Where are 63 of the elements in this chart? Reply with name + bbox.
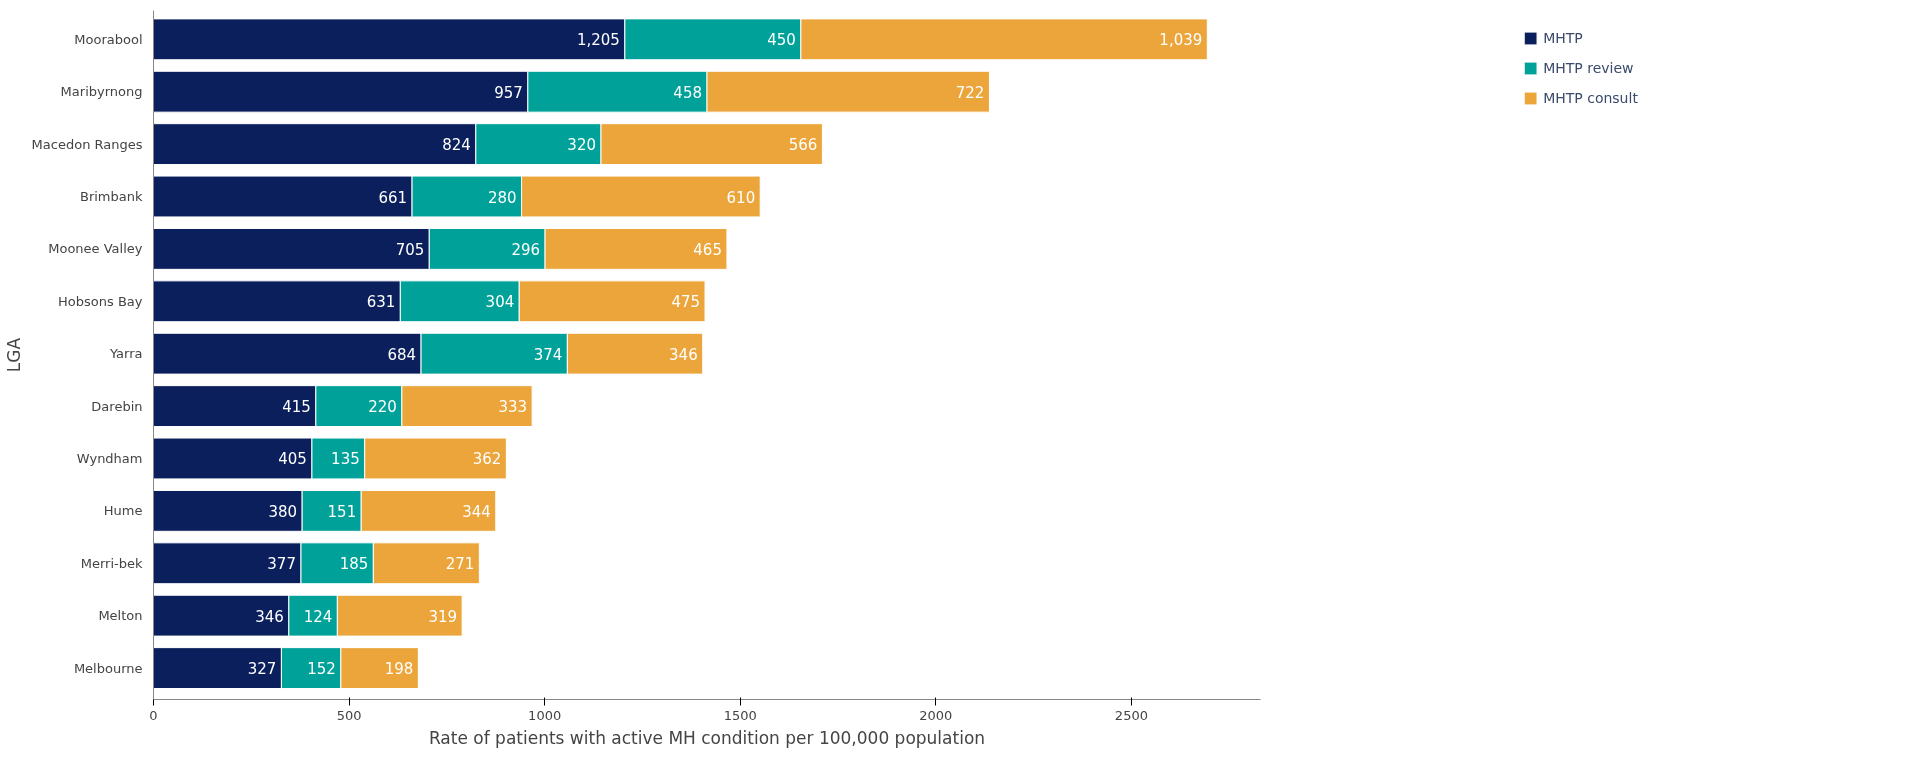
y-tick-label: Moonee Valley — [48, 241, 143, 257]
data-label: 380 — [268, 502, 298, 521]
data-label: 661 — [378, 188, 408, 207]
y-tick-label: Brimbank — [79, 189, 143, 204]
data-label: 220 — [368, 398, 397, 417]
data-label: 185 — [339, 555, 369, 574]
data-label: 684 — [387, 345, 417, 364]
data-label: 377 — [267, 555, 296, 574]
x-tick-label: 0 — [149, 707, 158, 723]
data-label: 152 — [307, 660, 336, 679]
data-label: 327 — [247, 660, 277, 679]
data-label: 415 — [282, 398, 311, 417]
data-label: 333 — [498, 398, 528, 417]
data-label: 610 — [726, 188, 756, 207]
data-label: 346 — [669, 345, 698, 364]
data-label: 362 — [472, 450, 502, 469]
x-tick-label: 2000 — [919, 707, 953, 723]
data-label: 405 — [278, 450, 307, 469]
y-tick-label: Hobsons Bay — [58, 293, 143, 309]
x-tick-label: 1500 — [723, 707, 757, 723]
y-tick-label: Darebin — [91, 398, 143, 414]
y-tick-label: Maribyrnong — [60, 84, 143, 100]
data-label: 824 — [442, 136, 471, 155]
data-label: 319 — [428, 607, 458, 626]
x-tick-label: 2500 — [1114, 707, 1148, 723]
data-label: 458 — [673, 83, 703, 102]
y-tick-label: Hume — [103, 503, 143, 519]
data-label: 304 — [485, 293, 515, 312]
data-label: 631 — [366, 293, 396, 312]
y-axis-title: LGA — [3, 337, 24, 373]
data-label: 722 — [955, 83, 985, 102]
y-tick-label: Macedon Ranges — [31, 136, 143, 152]
data-label: 344 — [462, 502, 491, 521]
data-label: 151 — [327, 502, 357, 521]
data-label: 566 — [788, 136, 818, 155]
data-label: 124 — [303, 607, 333, 626]
data-label: 320 — [567, 136, 596, 155]
y-tick-label: Melbourne — [73, 660, 143, 676]
data-label: 705 — [395, 240, 425, 259]
data-label: 280 — [487, 188, 517, 207]
y-tick-label: Moorabool — [74, 31, 143, 47]
data-label: 1,205 — [576, 31, 620, 50]
data-label: 1,039 — [1159, 31, 1203, 50]
data-label: 475 — [671, 293, 701, 312]
legend-label: MHTP — [1543, 30, 1583, 46]
data-label: 198 — [384, 660, 414, 679]
y-tick-label: Merri-bek — [80, 555, 143, 571]
legend-label: MHTP consult — [1543, 90, 1638, 106]
y-tick-label: Melton — [98, 608, 143, 624]
data-label: 374 — [533, 345, 563, 364]
data-label: 135 — [331, 450, 360, 469]
data-label: 296 — [511, 240, 541, 259]
data-label: 346 — [255, 607, 284, 626]
data-label: 450 — [767, 31, 796, 50]
legend-label: MHTP review — [1543, 60, 1634, 76]
data-label: 957 — [494, 83, 523, 102]
data-label: 271 — [445, 555, 475, 574]
y-tick-label: Yarra — [108, 346, 143, 362]
data-label: 465 — [693, 240, 722, 259]
x-tick-label: 500 — [336, 707, 362, 723]
x-tick-label: 1000 — [528, 707, 562, 723]
y-tick-label: Wyndham — [76, 450, 143, 466]
x-axis-title: Rate of patients with active MH condition per 100,000 population — [428, 727, 986, 748]
